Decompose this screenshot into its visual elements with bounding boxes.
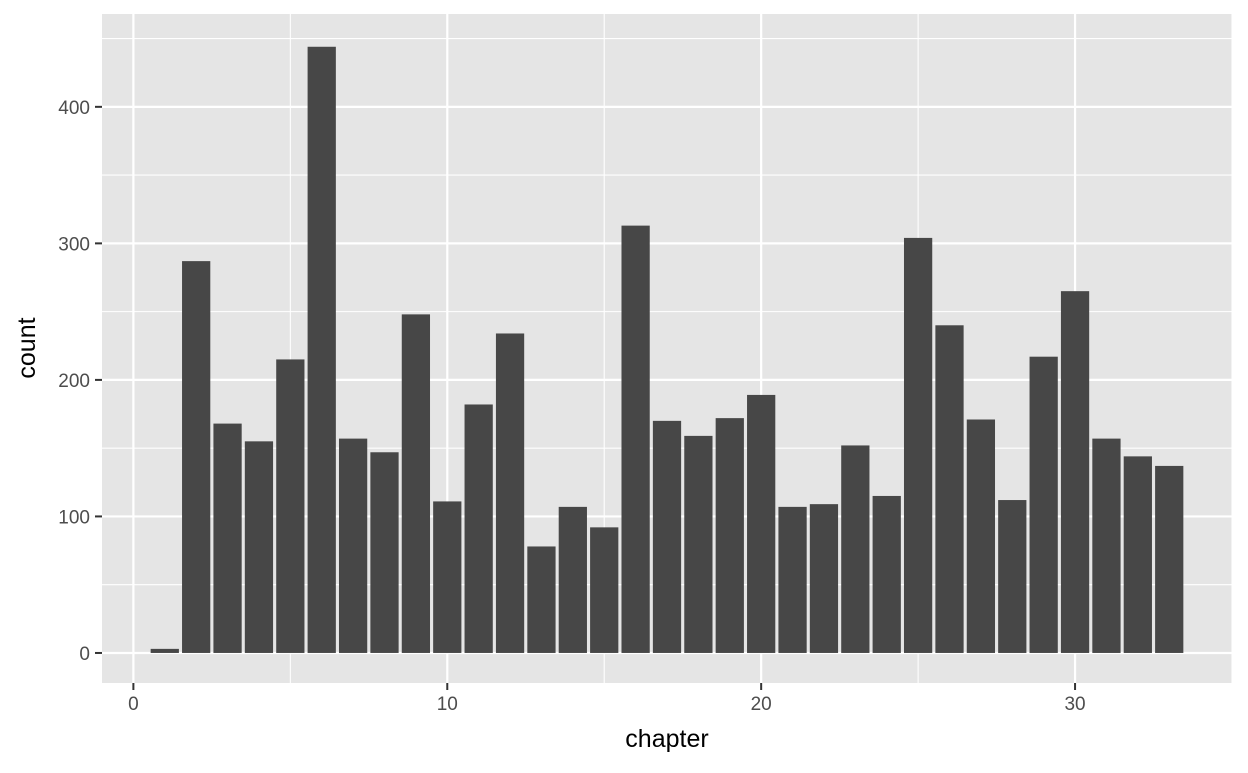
y-axis-title: count xyxy=(13,317,41,378)
bar xyxy=(998,500,1027,653)
bar xyxy=(1123,456,1152,653)
x-tick-label: 20 xyxy=(751,694,772,715)
y-tick-label: 0 xyxy=(79,644,90,665)
y-tick-label: 400 xyxy=(58,98,90,119)
bar xyxy=(464,404,493,653)
x-axis-title: chapter xyxy=(625,725,708,753)
bar xyxy=(903,237,933,653)
bar xyxy=(1092,438,1121,653)
bar xyxy=(621,225,650,653)
bar xyxy=(244,441,274,653)
x-tick-label: 30 xyxy=(1064,694,1085,715)
bar xyxy=(1029,356,1058,653)
y-tick-label: 300 xyxy=(58,234,90,255)
bar xyxy=(684,435,713,653)
bar xyxy=(150,648,179,653)
bar xyxy=(558,506,587,653)
bar xyxy=(872,495,901,653)
bar xyxy=(370,452,399,653)
bar xyxy=(495,333,525,653)
x-tick-label: 0 xyxy=(128,694,139,715)
bar xyxy=(809,504,839,653)
bar xyxy=(307,46,336,653)
bar xyxy=(590,527,619,653)
bar xyxy=(182,261,211,653)
bar xyxy=(338,438,368,653)
x-axis: 0 10 20 30 xyxy=(128,683,1086,715)
bar xyxy=(401,314,431,653)
bar xyxy=(433,501,462,653)
bar xyxy=(1060,291,1090,653)
y-axis: 0 100 200 300 400 xyxy=(58,98,102,665)
y-tick-label: 100 xyxy=(58,507,90,528)
bar xyxy=(1155,465,1184,653)
x-tick-label: 10 xyxy=(437,694,458,715)
bar xyxy=(213,423,242,653)
bar xyxy=(966,419,996,653)
bar xyxy=(652,420,682,653)
bar xyxy=(778,506,807,653)
bar xyxy=(747,394,776,653)
bar xyxy=(276,359,305,653)
bar xyxy=(935,325,964,653)
bar xyxy=(715,418,744,653)
bar xyxy=(527,546,556,653)
bar xyxy=(841,445,870,653)
y-tick-label: 200 xyxy=(58,371,90,392)
bars xyxy=(150,46,1184,653)
